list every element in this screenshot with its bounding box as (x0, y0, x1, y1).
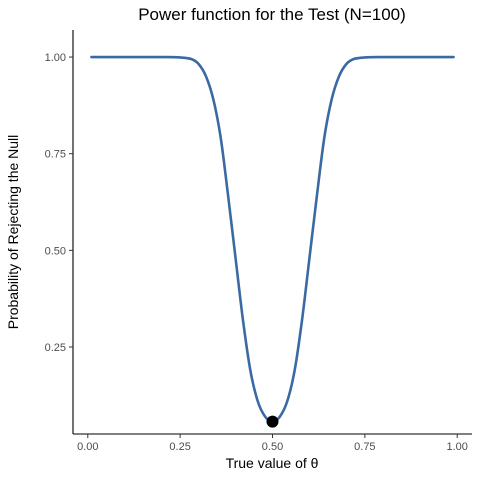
x-tick-label: 0.25 (169, 441, 190, 453)
x-axis: 0.00 0.25 0.50 0.75 1.00 (73, 433, 472, 453)
y-axis: 0.25 0.50 0.75 1.00 (45, 30, 74, 434)
y-axis-title: Probability of Rejecting the Null (5, 135, 21, 330)
x-tick-label: 0.75 (354, 441, 375, 453)
y-tick-label: 0.75 (45, 149, 66, 161)
y-tick-label: 0.50 (45, 245, 66, 257)
null-value-point (266, 415, 279, 428)
plot-area (90, 55, 455, 428)
x-tick-label: 0.00 (77, 441, 98, 453)
chart-title: Power function for the Test (N=100) (138, 5, 406, 24)
x-axis-title: True value of θ (226, 455, 319, 471)
y-tick-label: 1.00 (45, 52, 66, 64)
power-curve-line (90, 55, 455, 423)
x-tick-label: 0.50 (262, 441, 283, 453)
x-tick-label: 1.00 (447, 441, 468, 453)
y-tick-label: 0.25 (45, 342, 66, 354)
